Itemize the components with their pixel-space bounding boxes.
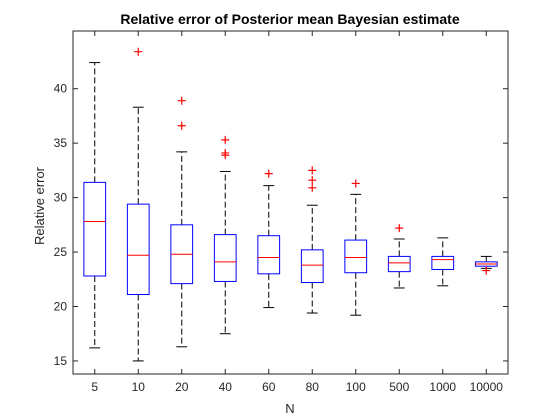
x-tick-label: 1000: [429, 380, 456, 394]
chart-title: Relative error of Posterior mean Bayesia…: [120, 11, 459, 27]
outlier-marker: [177, 96, 186, 105]
y-tick-label: 20: [54, 299, 68, 313]
y-tick-label: 30: [54, 191, 68, 205]
box: [126, 203, 150, 296]
box: [213, 234, 237, 282]
x-tick-label: 80: [306, 380, 320, 394]
x-tick-label: 100: [346, 380, 366, 394]
x-tick-label: 40: [219, 380, 233, 394]
x-tick-label: 10000: [470, 380, 504, 394]
outlier-marker: [308, 166, 317, 175]
outlier-marker: [177, 121, 186, 130]
box: [257, 235, 281, 275]
outlier-marker: [482, 266, 491, 275]
box: [387, 255, 411, 273]
box: [431, 255, 455, 270]
x-tick-label: 500: [389, 380, 409, 394]
outlier-marker: [134, 47, 143, 56]
outlier-marker: [264, 169, 273, 178]
y-tick-label: 40: [54, 82, 68, 96]
box: [83, 181, 107, 277]
x-tick-label: 10: [132, 380, 146, 394]
outlier-marker: [308, 176, 317, 185]
y-tick-label: 25: [54, 245, 68, 259]
outlier-marker: [351, 179, 360, 188]
x-tick-label: 20: [175, 380, 189, 394]
x-axis-label: N: [285, 401, 294, 416]
outlier-marker: [395, 224, 404, 233]
y-axis-label: Relative error: [32, 166, 47, 245]
box: [300, 249, 324, 284]
outlier-marker: [221, 148, 230, 157]
y-tick-label: 15: [54, 354, 68, 368]
outlier-marker: [308, 183, 317, 192]
box: [344, 239, 368, 274]
outlier-marker: [221, 135, 230, 144]
axes-box: [72, 30, 509, 375]
y-tick-label: 35: [54, 136, 68, 150]
x-tick-label: 5: [91, 380, 98, 394]
plot-area: 15 20 25 30 35 40 5 10 20 40 60 80 100 500 1000 10000: [54, 30, 509, 394]
x-tick-label: 60: [262, 380, 276, 394]
